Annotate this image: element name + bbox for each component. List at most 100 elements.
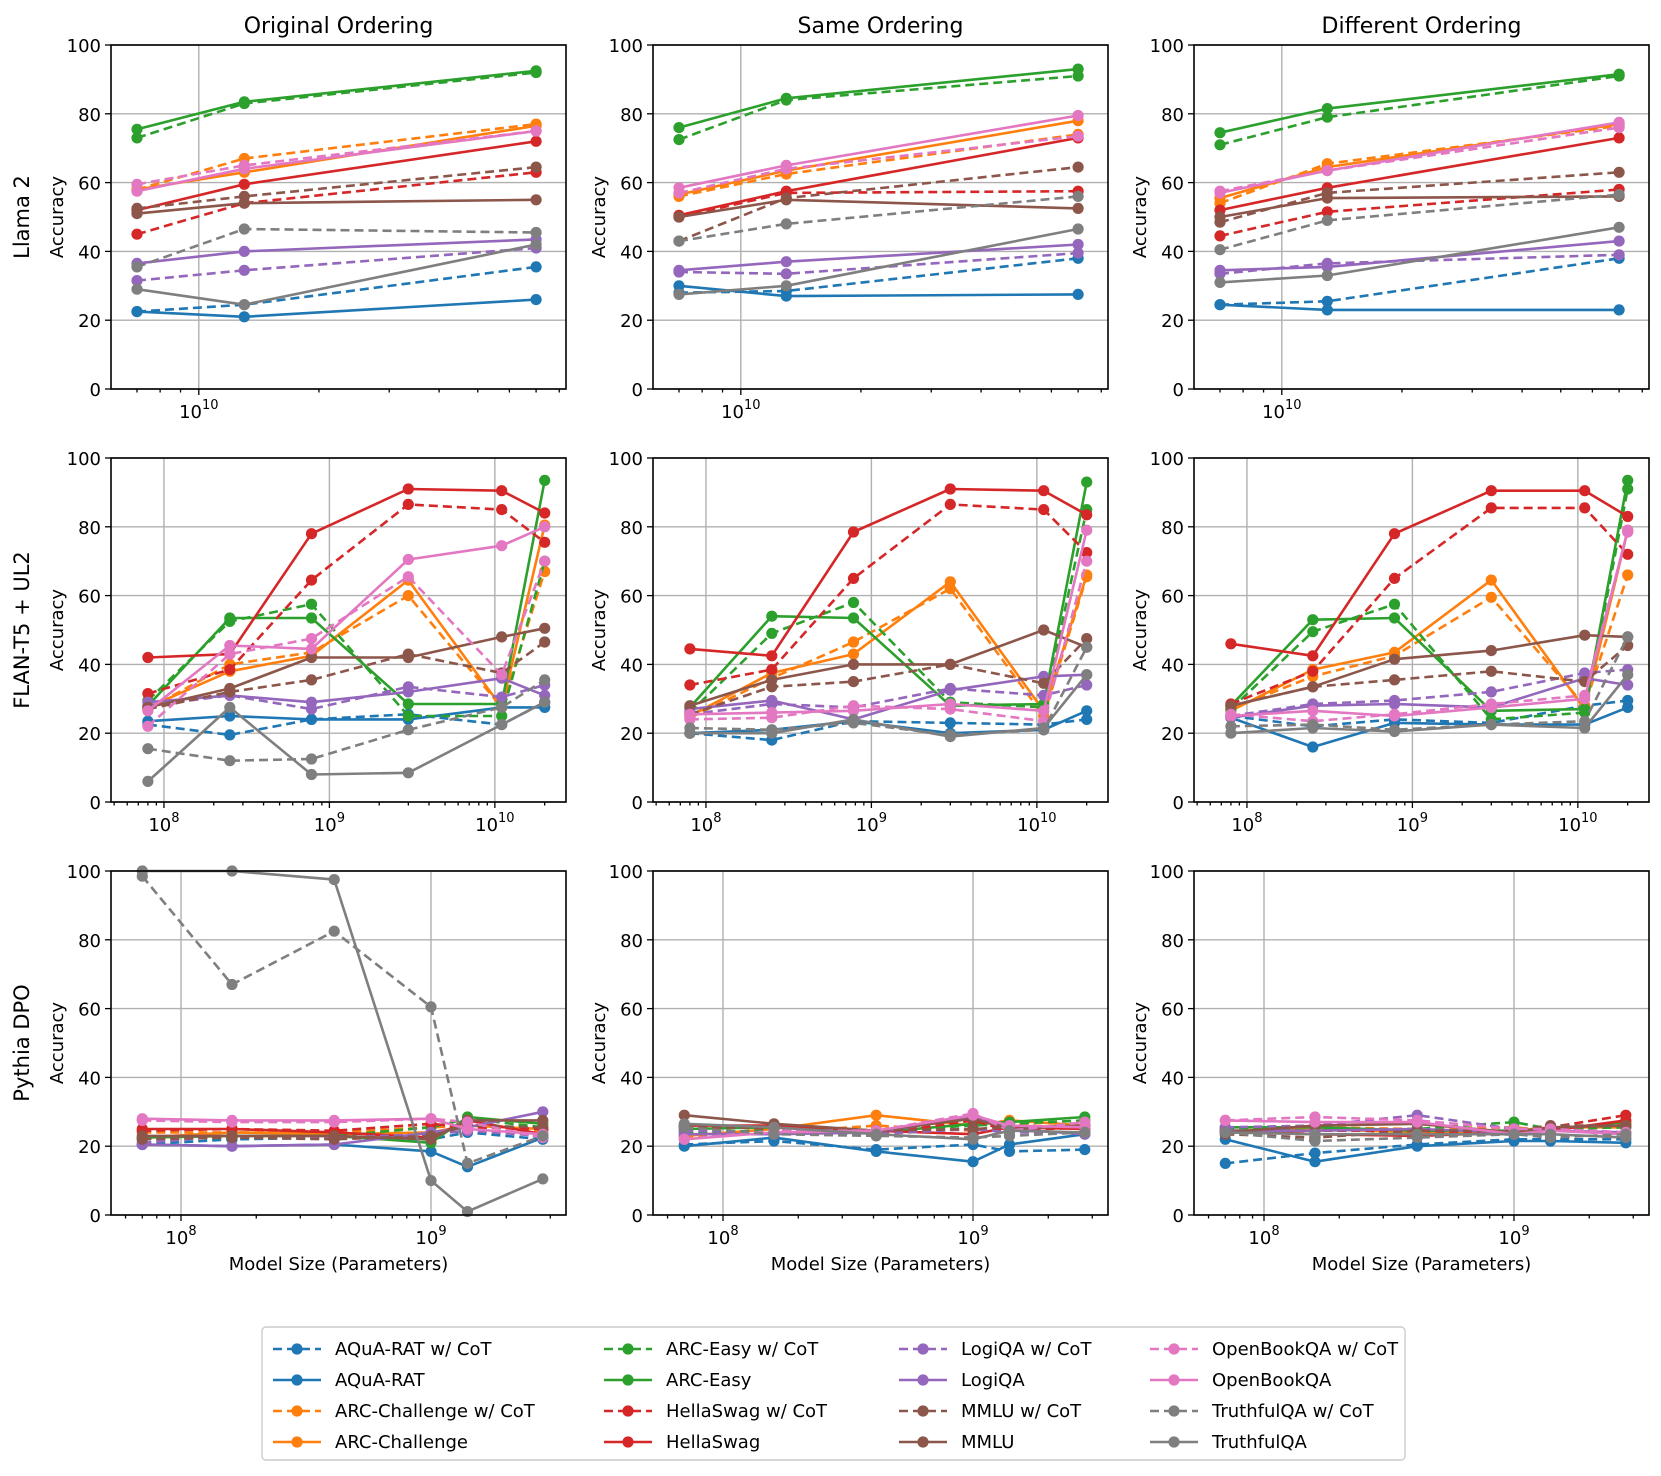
series-line (1225, 1138, 1626, 1165)
data-point (1613, 116, 1625, 128)
y-tick-label: 80 (620, 105, 643, 126)
y-tick-label: 80 (78, 105, 101, 126)
legend-item: AQuA-RAT (273, 1370, 426, 1391)
subplot-panel: 0 20 40 60 80 100 108 109 Accuracy Model Size (Pa… (1130, 862, 1650, 1275)
data-point (1321, 111, 1333, 123)
data-point (766, 664, 778, 676)
data-point (131, 208, 143, 220)
series-line (689, 628, 1088, 707)
data-point (238, 197, 250, 209)
data-point (1321, 269, 1333, 282)
series-line (142, 1119, 543, 1141)
data-point (780, 280, 792, 292)
data-point (530, 261, 542, 273)
data-point (1307, 665, 1319, 677)
series-line (1219, 226, 1620, 284)
data-point (766, 650, 778, 662)
data-point (1081, 555, 1093, 567)
data-point (944, 684, 956, 696)
data-point (131, 306, 143, 318)
x-tick-label: 1010 (179, 398, 218, 423)
data-point (944, 698, 956, 710)
data-point (1225, 710, 1237, 722)
data-point (780, 268, 792, 280)
data-point (1038, 705, 1050, 717)
data-point (425, 1133, 437, 1145)
legend-label: LogiQA w/ CoT (961, 1339, 1092, 1360)
data-point (1307, 705, 1319, 717)
y-tick-label: 100 (1150, 36, 1184, 57)
data-point (328, 874, 340, 886)
data-point (1307, 614, 1319, 626)
data-point (1214, 211, 1226, 223)
series-line (147, 678, 546, 762)
y-axis-label: Accuracy (47, 1002, 68, 1085)
data-point (1214, 276, 1226, 288)
data-point (780, 92, 792, 104)
data-point (1411, 1140, 1423, 1152)
series-line (1230, 506, 1629, 706)
series-line (136, 69, 537, 131)
data-point (226, 978, 238, 991)
data-point (530, 194, 542, 206)
x-tick-label: 109 (314, 811, 345, 836)
x-tick-label: 109 (1498, 1224, 1529, 1249)
x-tick-label: 108 (690, 811, 721, 836)
x-tick-label: 108 (148, 811, 179, 836)
axes-frame (1193, 44, 1650, 390)
data-point (1620, 1132, 1632, 1144)
legend-marker (917, 1374, 929, 1386)
data-point (238, 299, 250, 311)
data-point (238, 264, 250, 276)
legend-label: OpenBookQA (1212, 1370, 1332, 1391)
y-axis-label: Accuracy (47, 589, 68, 672)
data-point (1072, 130, 1084, 142)
series-line (147, 560, 546, 728)
x-tick-label: 1010 (1558, 811, 1597, 836)
column-title: Original Ordering (244, 14, 434, 39)
legend-marker (291, 1405, 303, 1417)
data-point (944, 576, 956, 588)
data-point (1038, 504, 1050, 516)
x-tick-exponent: 9 (1420, 811, 1428, 826)
series-line (688, 481, 1088, 709)
data-point (780, 159, 792, 171)
axes-frame (110, 44, 567, 390)
x-tick-exponent: 8 (713, 811, 721, 826)
data-point (305, 674, 318, 686)
y-tick-label: 80 (620, 931, 643, 952)
data-point (1081, 509, 1093, 521)
data-point (131, 185, 143, 197)
series-line (142, 1117, 543, 1136)
y-tick-label: 100 (609, 862, 643, 883)
y-tick-label: 40 (78, 655, 101, 676)
data-point (1307, 722, 1319, 734)
y-tick-label: 80 (78, 518, 101, 539)
data-point (305, 696, 318, 708)
data-point (1321, 206, 1333, 218)
y-tick-label: 20 (620, 1137, 643, 1158)
data-point (305, 768, 318, 781)
y-tick-label: 60 (1161, 1000, 1184, 1021)
axes-frame (652, 44, 1109, 390)
data-point (496, 540, 508, 552)
data-point (305, 651, 318, 664)
data-point (1307, 650, 1319, 662)
data-point (780, 290, 792, 302)
data-point (238, 178, 250, 190)
data-point (678, 1133, 690, 1145)
x-tick-exponent: 8 (171, 811, 179, 826)
data-point (1321, 165, 1333, 177)
series-line (1230, 676, 1628, 719)
data-point (238, 223, 250, 235)
data-point (1081, 641, 1093, 653)
data-point (1613, 235, 1625, 247)
data-point (1081, 679, 1093, 691)
data-point (537, 1173, 549, 1185)
legend-marker (291, 1343, 303, 1355)
series-line (678, 257, 1079, 294)
series-layer (136, 865, 549, 1218)
x-tick-exponent: 10 (498, 811, 515, 826)
axes-frame (110, 457, 567, 803)
